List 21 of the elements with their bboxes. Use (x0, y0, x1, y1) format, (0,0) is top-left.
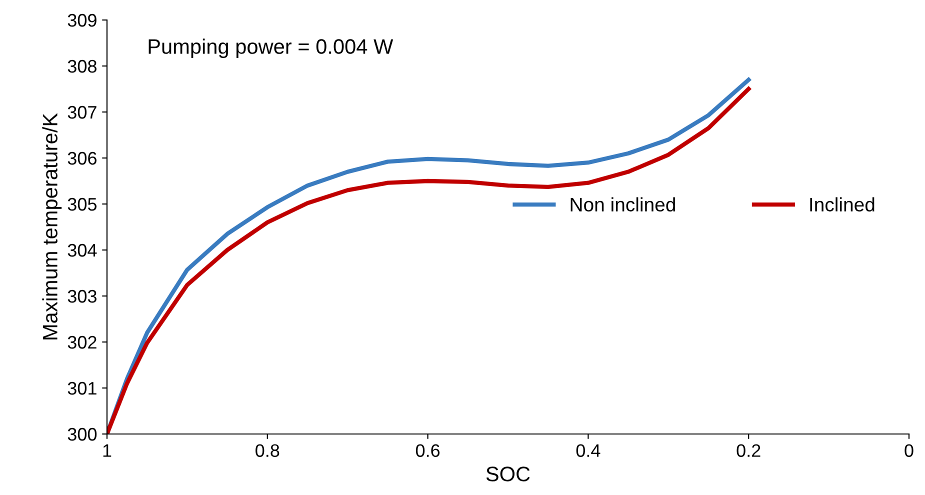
x-tick-label: 0.8 (256, 444, 280, 457)
y-tick-label: 308 (68, 60, 96, 73)
x-tick-label: 0.4 (576, 444, 600, 457)
y-tick-label: 309 (68, 14, 96, 27)
y-tick-label: 307 (68, 106, 96, 119)
y-tick-label: 302 (68, 336, 96, 349)
x-axis-title: SOC (486, 466, 530, 482)
y-tick-label: 300 (68, 428, 97, 441)
y-tick-label: 301 (68, 382, 96, 395)
x-tick-label: 0 (904, 444, 914, 457)
y-tick-label: 306 (68, 152, 96, 165)
x-tick-label: 1 (103, 444, 112, 457)
y-axis-title: Maximum temperature/K (42, 113, 62, 340)
annotation: Pumping power = 0.004 W (148, 38, 394, 58)
legend-label: Non inclined (570, 197, 675, 212)
x-tick-label: 0.2 (736, 444, 760, 457)
x-tick-label: 0.6 (416, 444, 440, 457)
y-tick-label: 304 (68, 244, 97, 257)
y-tick-label: 305 (68, 198, 97, 211)
y-tick-label: 303 (68, 290, 96, 303)
legend-label: Inclined (810, 197, 874, 212)
